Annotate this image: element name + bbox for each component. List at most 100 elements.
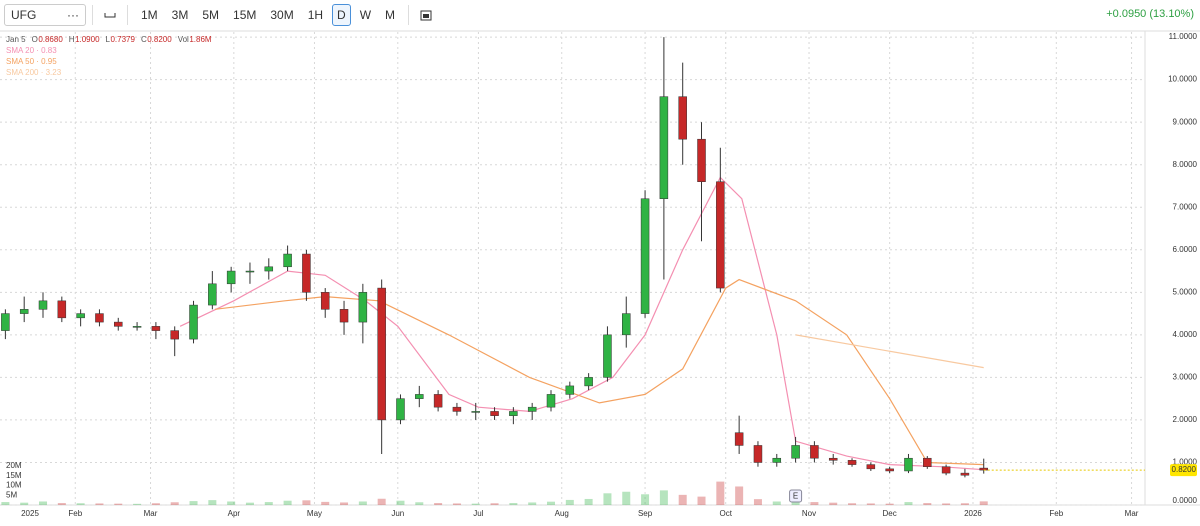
legend-close-label: C	[141, 35, 147, 44]
sma-legend: SMA 200 · 3.23	[6, 68, 62, 77]
sma-legend: SMA 50 · 0.95	[6, 57, 57, 66]
x-tick-label: Aug	[555, 509, 569, 518]
candle-body	[923, 457, 932, 467]
candle-body	[847, 460, 857, 465]
price-tag-label: 0.8200	[1172, 465, 1197, 474]
candle-body	[358, 292, 368, 323]
volume-bar	[358, 501, 367, 505]
candle-body	[791, 445, 800, 459]
volume-bar	[565, 499, 574, 505]
volume-bar	[189, 501, 198, 505]
volume-bar	[57, 503, 66, 505]
y-tick-label: 11.0000	[1169, 32, 1198, 41]
volume-tick-label: 20M	[6, 461, 22, 470]
volume-bar	[659, 490, 668, 505]
calendar-button[interactable]	[415, 4, 437, 26]
volume-bar	[377, 498, 386, 505]
earnings-marker	[789, 489, 803, 503]
timeframe-button[interactable]: 5M	[202, 8, 220, 22]
separator	[127, 5, 128, 25]
volume-bar	[697, 496, 706, 505]
volume-bar	[151, 503, 160, 505]
x-tick-label: May	[307, 509, 322, 518]
volume-bar	[415, 502, 424, 505]
candle-body	[95, 313, 104, 323]
volume-bar	[114, 503, 123, 505]
timeframe-button[interactable]: D	[332, 4, 351, 26]
x-tick-label: 2026	[964, 509, 982, 518]
volume-bar	[678, 494, 687, 505]
candle-body	[697, 138, 706, 182]
volume-bar	[76, 503, 85, 505]
candle-body	[716, 181, 725, 289]
volume-bar	[848, 503, 857, 505]
volume-bar	[170, 502, 179, 505]
volume-bar	[716, 481, 725, 505]
timeframe-button[interactable]: 30M	[270, 8, 294, 22]
candle-body	[396, 398, 405, 421]
timeframe-button[interactable]: 3M	[171, 8, 189, 22]
volume-bar	[39, 501, 48, 505]
earnings-label: E	[793, 492, 798, 501]
volume-bar	[753, 499, 762, 505]
y-tick-label: 1.0000	[1173, 458, 1198, 467]
volume-bar	[735, 486, 744, 505]
volume-bar	[95, 503, 104, 505]
timeframe-button[interactable]: 15M	[233, 8, 257, 22]
candle-body	[471, 411, 480, 413]
volume-bar	[452, 503, 461, 505]
timeframe-button[interactable]: 1H	[307, 8, 324, 22]
volume-bar	[810, 502, 819, 505]
x-tick-label: Dec	[883, 509, 897, 518]
volume-bar	[20, 502, 29, 505]
sma-line	[214, 278, 984, 466]
candle-body	[622, 313, 631, 336]
candle-body	[772, 457, 782, 463]
legend-vol-label: Vol	[178, 35, 189, 44]
legend-high: 1.0900	[75, 35, 100, 44]
volume-bar	[829, 502, 838, 505]
timeframe-button[interactable]: M	[385, 8, 396, 22]
y-tick-label: 5.0000	[1173, 287, 1198, 296]
candle-body	[377, 287, 386, 421]
candle-body	[76, 313, 85, 319]
volume-bar	[434, 503, 443, 505]
volume-bar	[396, 500, 405, 505]
symbol-input[interactable]: UFG ···	[4, 4, 86, 26]
volume-bar	[622, 491, 631, 505]
sma-line	[795, 334, 984, 369]
volume-bar	[866, 503, 875, 505]
candle-body	[245, 270, 255, 273]
x-tick-label: Feb	[1049, 509, 1063, 518]
sma-legend: SMA 20 · 0.83	[6, 46, 57, 55]
volume-bar	[960, 503, 969, 505]
candle-body	[866, 464, 876, 470]
legend-low: 0.7379	[110, 35, 135, 44]
volume-bar	[471, 503, 480, 505]
chart-style-button[interactable]	[99, 4, 121, 26]
y-tick-label: 8.0000	[1173, 160, 1198, 169]
candle-body	[452, 406, 462, 412]
volume-bar	[509, 503, 518, 505]
y-tick-label: 10.0000	[1168, 75, 1197, 84]
volume-bar	[942, 503, 951, 505]
timeframes: 1M 3M 5M 15M 30M 1H D W M	[134, 4, 402, 26]
candle-body	[38, 300, 48, 310]
candle-body	[603, 334, 612, 378]
volume-bar	[904, 502, 913, 505]
candle-body	[57, 300, 67, 319]
x-tick-label: 2025	[21, 509, 39, 518]
candle-body	[1, 313, 10, 331]
candle-body	[264, 266, 274, 272]
icon	[104, 13, 116, 18]
volume-bar	[885, 503, 894, 505]
more[interactable]: ···	[67, 8, 79, 22]
volume-bar	[603, 493, 612, 505]
timeframe-button[interactable]: W	[359, 8, 372, 22]
volume-bar	[245, 502, 254, 505]
candle-body	[19, 309, 29, 314]
timeframe-button[interactable]: 1M	[141, 8, 158, 22]
volume-bar	[208, 500, 217, 505]
legend-low-label: L	[106, 35, 111, 44]
